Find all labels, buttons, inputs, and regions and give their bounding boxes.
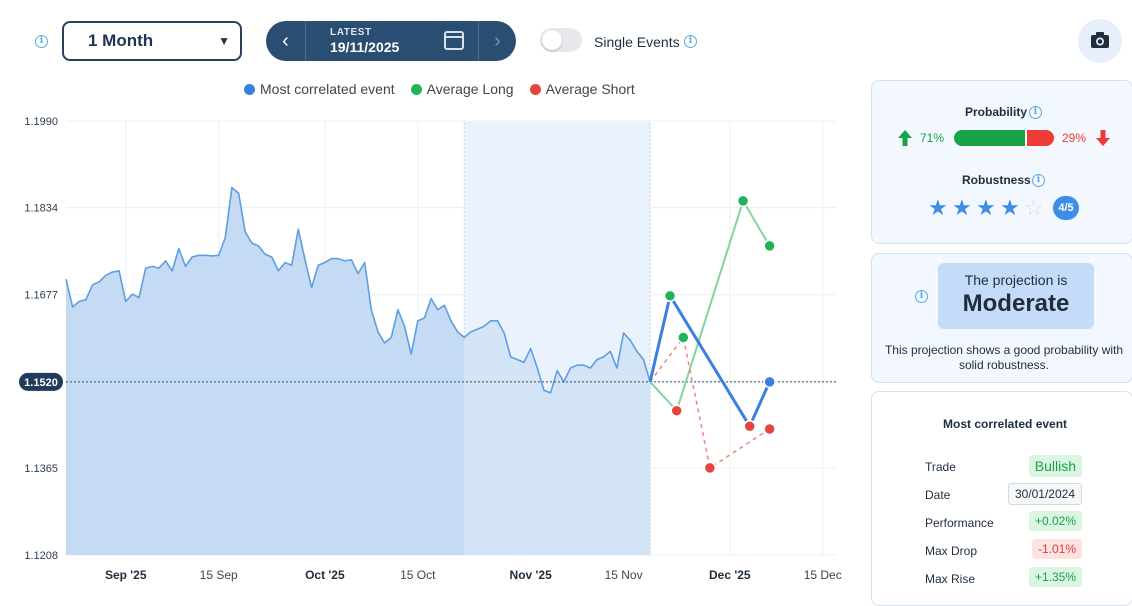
legend-item-most-correlated[interactable]: Most correlated event bbox=[244, 81, 395, 97]
date-value: 19/11/2025 bbox=[330, 39, 400, 55]
probability-bar bbox=[954, 130, 1054, 146]
screenshot-button[interactable] bbox=[1078, 19, 1122, 63]
calendar-icon[interactable] bbox=[444, 31, 464, 50]
y-tick-label: 1.1365 bbox=[24, 463, 58, 475]
average-long-point bbox=[763, 239, 776, 253]
event-row-value: +0.02% bbox=[1028, 511, 1082, 531]
arrow-down-icon bbox=[1096, 130, 1110, 146]
date-navigator: ‹ LATEST 19/11/2025 › bbox=[266, 21, 516, 61]
current-level-label: 1.1520 bbox=[24, 377, 58, 389]
correlated-event-card bbox=[871, 391, 1132, 606]
robustness-star-icon: ★ bbox=[976, 195, 996, 220]
robustness-info-icon[interactable]: i bbox=[1032, 174, 1045, 187]
current-level-badge bbox=[19, 372, 63, 391]
average-short-line bbox=[649, 336, 771, 469]
legend-item-average-short[interactable]: Average Short bbox=[529, 81, 635, 97]
x-tick-label: 15 Sep bbox=[200, 568, 238, 582]
legend-dot bbox=[529, 83, 541, 95]
event-row-label: Max Drop bbox=[925, 544, 978, 558]
chevron-down-icon: ▼ bbox=[218, 34, 230, 48]
event-row-value: 30/01/2024 bbox=[1007, 483, 1082, 505]
legend-dot bbox=[410, 83, 422, 95]
probability-long-fill bbox=[954, 130, 1025, 146]
average-short-point bbox=[703, 461, 717, 475]
chart-legend: Most correlated event Average Long Avera… bbox=[244, 81, 635, 97]
next-date-button[interactable]: › bbox=[478, 21, 516, 61]
single-events-info-icon[interactable]: i bbox=[684, 35, 697, 48]
robustness-star-icon: ★ bbox=[952, 195, 972, 220]
robustness-star-icon: ★ bbox=[928, 195, 948, 220]
price-chart: 1.1208 1.1365 1.1677 1.1834 1.1990 1.1520 Sep … bbox=[19, 116, 842, 582]
projection-rating: Moderate bbox=[962, 290, 1070, 317]
period-select-value: 1 Month bbox=[88, 31, 154, 50]
projection-box: The projection is Moderate bbox=[938, 263, 1094, 329]
most-correlated-peak-point bbox=[663, 289, 677, 303]
camera-icon bbox=[1091, 32, 1109, 48]
event-row-label: Max Rise bbox=[925, 572, 976, 586]
event-row-label: Date bbox=[925, 488, 951, 502]
x-tick-label: 15 Nov bbox=[605, 568, 643, 582]
legend-label: Average Long bbox=[426, 81, 514, 97]
price-line bbox=[65, 186, 651, 394]
y-tick-label: 1.1990 bbox=[24, 116, 58, 128]
robustness-star-icon: ★ bbox=[1000, 195, 1020, 220]
robustness-title: Robustness bbox=[962, 173, 1031, 187]
single-events-label: Single Events bbox=[594, 34, 680, 50]
probability-card bbox=[871, 80, 1132, 244]
event-row-value: Bullish bbox=[1028, 455, 1082, 477]
average-long-point bbox=[736, 194, 750, 208]
price-area-fill bbox=[66, 187, 465, 555]
most-correlated-trough-point bbox=[743, 419, 756, 433]
previous-date-button[interactable]: ‹ bbox=[266, 21, 306, 61]
average-short-point bbox=[763, 422, 776, 436]
x-tick-label: Dec '25 bbox=[709, 568, 751, 582]
projection-line1: The projection is bbox=[964, 272, 1068, 288]
y-tick-label: 1.1208 bbox=[24, 550, 58, 562]
average-long-point bbox=[677, 331, 690, 344]
probability-info-icon[interactable]: i bbox=[1029, 106, 1042, 119]
event-row-label: Trade bbox=[925, 460, 956, 474]
projection-info-icon[interactable]: i bbox=[915, 290, 928, 303]
event-row-value: -1.01% bbox=[1031, 539, 1082, 559]
average-long-line bbox=[649, 199, 771, 412]
toggle-knob bbox=[542, 30, 562, 50]
single-events-toggle[interactable] bbox=[540, 28, 582, 52]
robustness-badge: 4/5 bbox=[1053, 196, 1079, 220]
legend-label: Most correlated event bbox=[260, 81, 395, 97]
y-tick-label: 1.1834 bbox=[24, 203, 58, 215]
event-card-title: Most correlated event bbox=[943, 417, 1068, 431]
y-tick-label: 1.1677 bbox=[24, 290, 58, 302]
x-tick-label: 15 Oct bbox=[400, 568, 436, 582]
period-info-icon[interactable]: i bbox=[35, 35, 48, 48]
probability-short-fill bbox=[1025, 130, 1054, 146]
robustness-star-icon: ☆ bbox=[1024, 195, 1044, 220]
date-label: LATEST bbox=[330, 27, 372, 38]
event-row-label: Performance bbox=[925, 516, 994, 530]
legend-label: Average Short bbox=[545, 81, 635, 97]
period-select[interactable]: 1 Month ▼ bbox=[62, 21, 242, 61]
most-correlated-end-point bbox=[763, 375, 776, 389]
most-correlated-line bbox=[648, 294, 771, 428]
average-short-point bbox=[670, 404, 683, 417]
x-tick-label: Sep '25 bbox=[105, 568, 147, 582]
x-tick-label: Nov '25 bbox=[510, 568, 553, 582]
arrow-up-icon bbox=[898, 130, 912, 146]
event-row-value: +1.35% bbox=[1028, 567, 1082, 587]
probability-long-pct: 71% bbox=[920, 131, 945, 145]
probability-short-pct: 29% bbox=[1062, 131, 1087, 145]
price-area-fill-highlight bbox=[464, 320, 651, 555]
x-tick-label: 15 Dec bbox=[804, 568, 842, 582]
legend-dot bbox=[244, 83, 255, 95]
legend-item-average-long[interactable]: Average Long bbox=[410, 81, 514, 97]
probability-title: Probability bbox=[965, 105, 1028, 119]
x-tick-label: Oct '25 bbox=[305, 568, 345, 582]
projection-description: This projection shows a good probability… bbox=[884, 343, 1124, 372]
